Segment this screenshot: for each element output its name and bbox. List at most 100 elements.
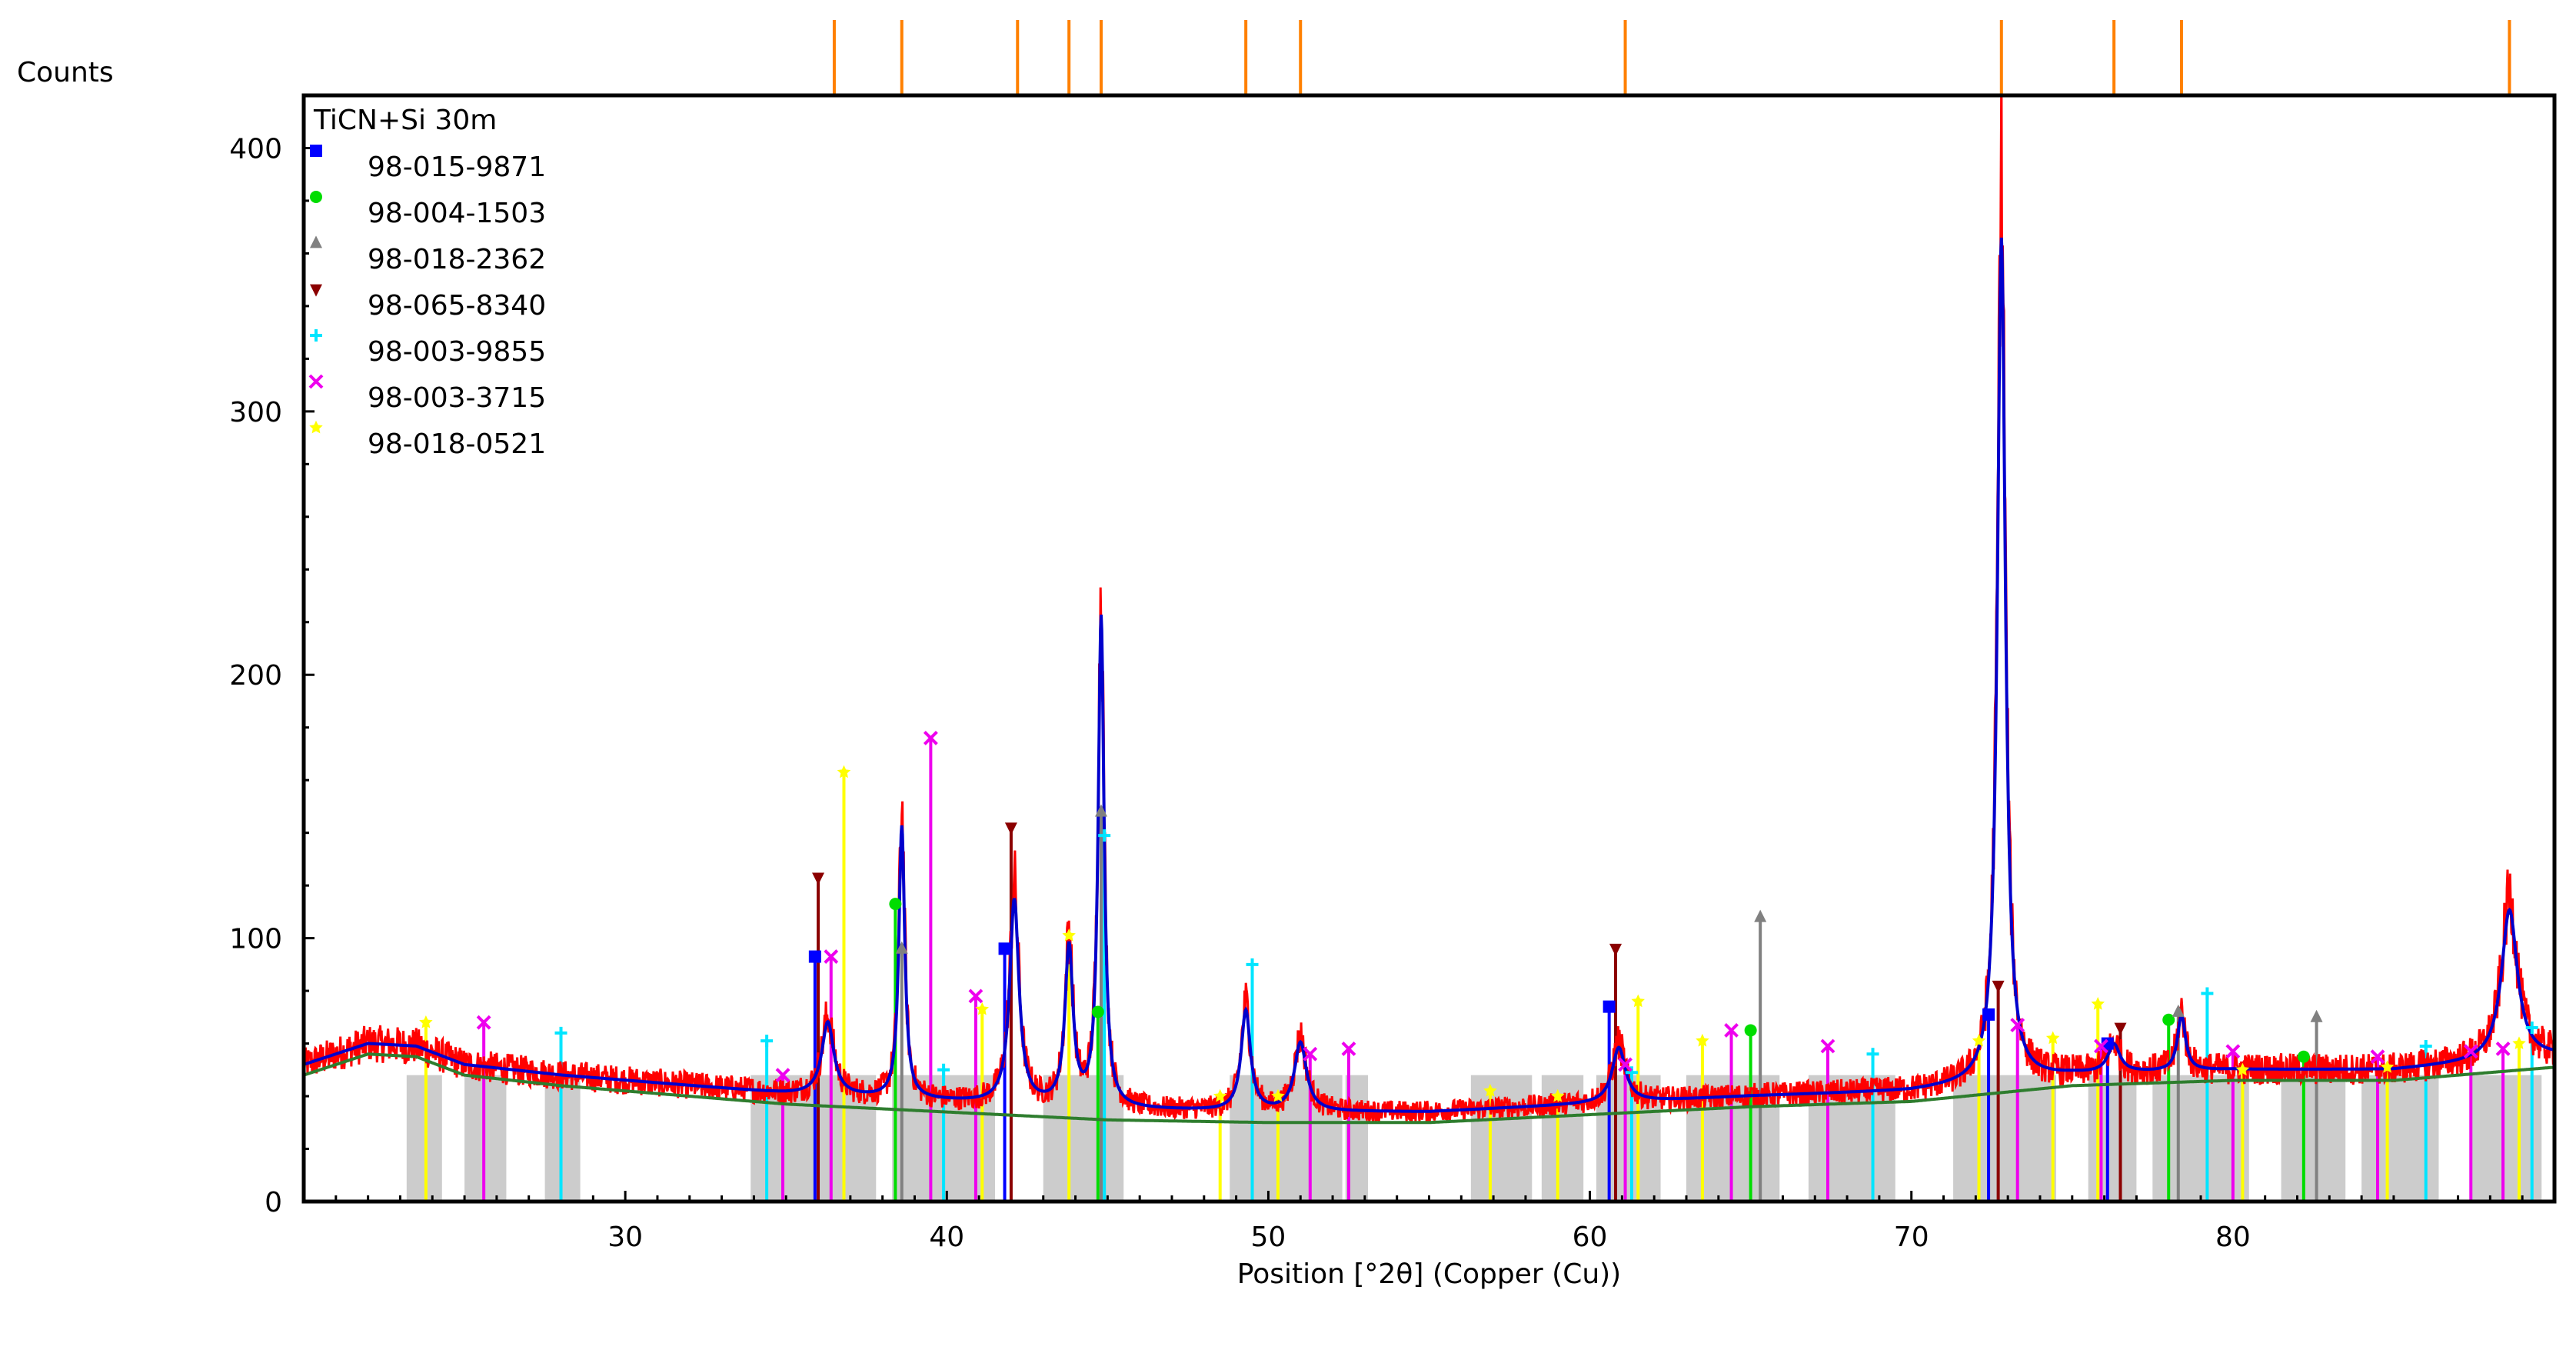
legend-marker bbox=[310, 191, 322, 203]
calculated-pattern-line bbox=[303, 237, 2555, 1113]
x-tick-label: 50 bbox=[1251, 1222, 1286, 1253]
reference-peak-marker bbox=[923, 730, 938, 745]
legend-marker bbox=[309, 420, 323, 434]
reference-peak-marker bbox=[1609, 943, 1622, 956]
x-axis-label: Position [°2θ] (Copper (Cu)) bbox=[1237, 1258, 1621, 1290]
background-line bbox=[303, 1052, 2555, 1125]
reference-peak-marker bbox=[2094, 1038, 2108, 1054]
reference-peak-marker bbox=[2101, 1037, 2114, 1050]
reference-peak-marker bbox=[554, 1026, 567, 1039]
phase-bar bbox=[2471, 1075, 2542, 1202]
reference-peak-marker bbox=[1982, 1008, 1995, 1021]
reference-peak-marker bbox=[1098, 829, 1111, 842]
y-tick-label: 100 bbox=[229, 924, 282, 955]
reference-peak-marker bbox=[2162, 1013, 2175, 1026]
legend-entry: 98-003-9855 bbox=[368, 336, 546, 368]
reference-peak-marker bbox=[2525, 1022, 2538, 1035]
legend-entry: 98-003-3715 bbox=[368, 382, 546, 414]
legend-entry: 98-065-8340 bbox=[368, 290, 546, 322]
peak-position-layer bbox=[832, 20, 2511, 95]
reference-peak-marker bbox=[2114, 1022, 2127, 1035]
reference-peak-marker bbox=[419, 1015, 433, 1028]
reference-peak-marker bbox=[1091, 1005, 1104, 1018]
legend-marker bbox=[310, 284, 322, 297]
reference-peak-marker bbox=[760, 1035, 774, 1048]
reference-peak-marker bbox=[2235, 1062, 2250, 1076]
reference-peak-marker bbox=[2310, 1009, 2323, 1022]
phase-bar bbox=[1043, 1075, 1124, 1202]
reference-peak-marker bbox=[837, 765, 851, 778]
reference-peak-marker bbox=[889, 898, 902, 911]
legend-entry: 98-018-0521 bbox=[368, 428, 546, 460]
reference-peak-marker bbox=[2297, 1050, 2310, 1063]
reference-peak-marker bbox=[775, 1068, 790, 1083]
reference-peak-marker bbox=[1724, 1023, 1739, 1038]
y-axis-label: Counts bbox=[17, 57, 114, 88]
reference-peak-marker bbox=[2225, 1044, 2241, 1059]
plot-frame bbox=[301, 93, 2557, 1204]
reference-peak-marker bbox=[2419, 1040, 2432, 1052]
reference-peak-marker bbox=[2512, 1036, 2526, 1049]
legend-entry: 98-004-1503 bbox=[368, 198, 546, 229]
legend-title: TiCN+Si 30m bbox=[313, 105, 497, 136]
y-tick-label: 200 bbox=[229, 660, 282, 692]
reference-peak-marker bbox=[2370, 1049, 2385, 1065]
reference-peak-marker bbox=[2010, 1018, 2025, 1033]
reference-peak-marker bbox=[2463, 1044, 2478, 1059]
reference-peak-marker bbox=[2172, 1004, 2185, 1017]
reference-peak-marker bbox=[1992, 980, 2005, 993]
reference-peak-marker bbox=[2201, 987, 2214, 1000]
reference-peak-marker bbox=[2091, 997, 2105, 1010]
phase-bar bbox=[544, 1075, 581, 1202]
reference-peak-marker bbox=[476, 1015, 491, 1030]
reference-peak-marker bbox=[2380, 1060, 2395, 1073]
reference-peak-marker bbox=[1618, 1057, 1632, 1072]
reference-peak-marker bbox=[1271, 1088, 1285, 1102]
y-tick-label: 300 bbox=[229, 397, 282, 428]
reference-peak-marker bbox=[1603, 1000, 1616, 1013]
y-tick-label: 400 bbox=[229, 133, 282, 165]
phase-bar bbox=[1953, 1075, 2056, 1202]
reference-peak-marker bbox=[2495, 1042, 2511, 1056]
reference-peak-marker bbox=[1696, 1033, 1709, 1047]
reference-peak-marker bbox=[937, 1063, 950, 1076]
reference-peak-marker bbox=[2045, 1031, 2060, 1045]
reference-peak-marker bbox=[998, 942, 1011, 955]
reference-peak-marker bbox=[808, 950, 821, 963]
x-tick-label: 30 bbox=[607, 1222, 643, 1253]
reference-peak-marker bbox=[1820, 1038, 1835, 1054]
reference-peak-marker bbox=[968, 988, 983, 1004]
reference-peak-marker bbox=[824, 949, 839, 965]
reference-peak-marker bbox=[812, 872, 825, 885]
reference-peak-marker bbox=[1062, 928, 1076, 942]
x-tick-label: 80 bbox=[2215, 1222, 2251, 1253]
legend-marker bbox=[310, 145, 322, 157]
legend: TiCN+Si 30m 98-015-9871 98-004-1503 98-018-… bbox=[308, 105, 546, 460]
reference-peak-marker bbox=[1972, 1033, 1986, 1047]
x-tick-label: 60 bbox=[1573, 1222, 1608, 1253]
y-tick-label: 0 bbox=[265, 1187, 282, 1218]
reference-peak-marker bbox=[1625, 1066, 1638, 1079]
phase-bar bbox=[2281, 1075, 2346, 1202]
reference-peak-marker bbox=[1551, 1088, 1565, 1102]
pattern-curve-layer bbox=[302, 71, 2556, 1125]
legend-marker bbox=[308, 374, 324, 389]
reference-peak-marker bbox=[1213, 1088, 1227, 1102]
reference-peak-marker bbox=[1744, 1024, 1757, 1037]
x-tick-label: 70 bbox=[1894, 1222, 1929, 1253]
phase-bar bbox=[2152, 1075, 2249, 1202]
legend-entry: 98-015-9871 bbox=[368, 152, 546, 183]
reference-peak-marker bbox=[1631, 994, 1645, 1008]
phase-bar bbox=[2088, 1075, 2137, 1202]
phase-bar bbox=[464, 1075, 507, 1202]
reference-peak-marker bbox=[1754, 909, 1767, 922]
phase-bar bbox=[1470, 1075, 1533, 1202]
reference-peak-marker bbox=[1094, 804, 1107, 817]
reference-peak-marker bbox=[1004, 822, 1017, 835]
reference-peak-marker bbox=[895, 941, 908, 954]
reference-peak-marker bbox=[975, 1002, 989, 1015]
observed-pattern-line bbox=[302, 71, 2556, 1124]
reference-peak-marker bbox=[1483, 1084, 1497, 1097]
